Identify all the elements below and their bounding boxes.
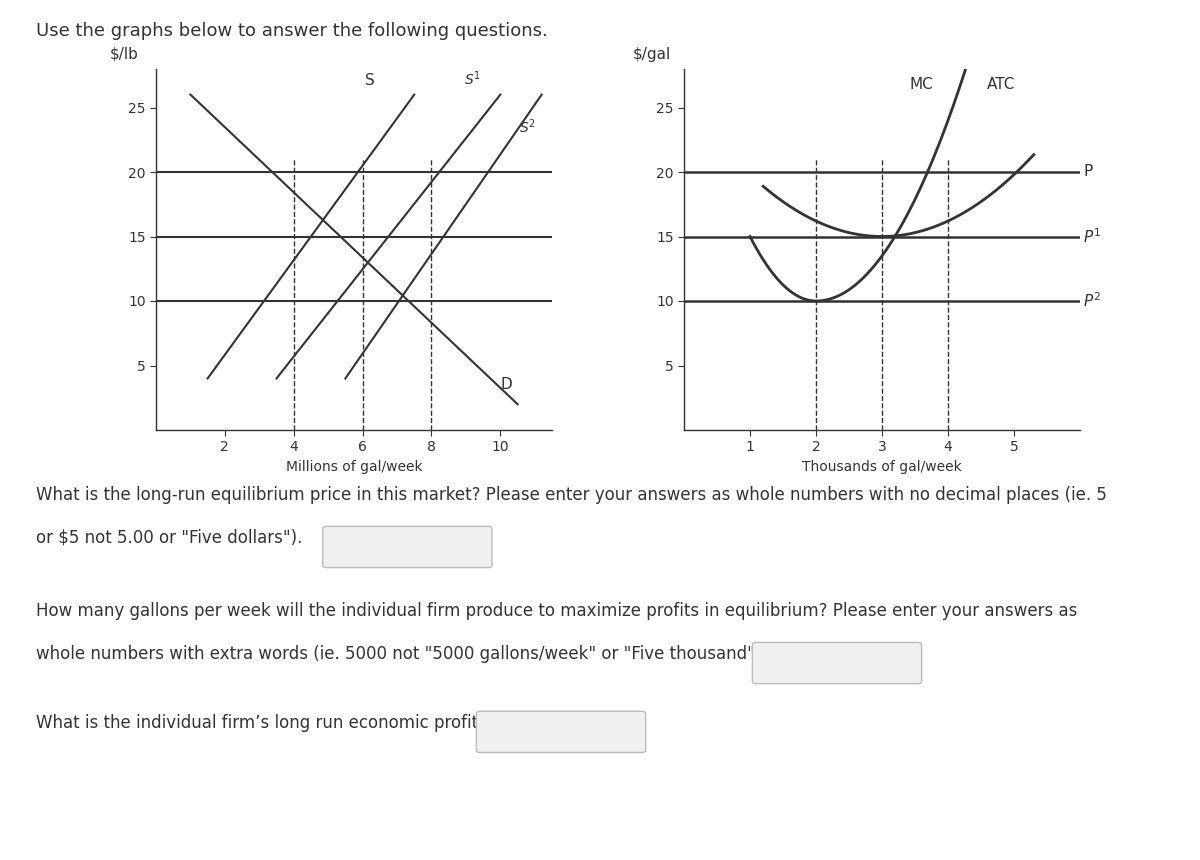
Text: S: S: [365, 73, 374, 89]
Text: Use the graphs below to answer the following questions.: Use the graphs below to answer the follo…: [36, 22, 547, 40]
Text: ATC: ATC: [986, 77, 1015, 92]
Text: P: P: [1084, 164, 1092, 180]
Text: $S^1$: $S^1$: [464, 70, 481, 89]
Text: or $5 not 5.00 or "Five dollars").: or $5 not 5.00 or "Five dollars").: [36, 529, 302, 547]
X-axis label: Millions of gal/week: Millions of gal/week: [286, 460, 422, 474]
Text: What is the individual firm’s long run economic profit?: What is the individual firm’s long run e…: [36, 714, 487, 732]
Text: MC: MC: [910, 77, 934, 92]
Text: $P^2$: $P^2$: [1084, 292, 1102, 310]
X-axis label: Thousands of gal/week: Thousands of gal/week: [802, 460, 962, 474]
Y-axis label: $/gal: $/gal: [634, 46, 672, 62]
Text: How many gallons per week will the individual firm produce to maximize profits i: How many gallons per week will the indiv…: [36, 602, 1078, 620]
Y-axis label: $/lb: $/lb: [110, 46, 139, 62]
Text: $S^2$: $S^2$: [520, 118, 536, 136]
Text: What is the long-run equilibrium price in this market? Please enter your answers: What is the long-run equilibrium price i…: [36, 486, 1106, 504]
Text: whole numbers with extra words (ie. 5000 not "5000 gallons/week" or "Five thousa: whole numbers with extra words (ie. 5000…: [36, 645, 772, 663]
Text: D: D: [500, 378, 512, 392]
Text: $P^1$: $P^1$: [1084, 227, 1102, 246]
